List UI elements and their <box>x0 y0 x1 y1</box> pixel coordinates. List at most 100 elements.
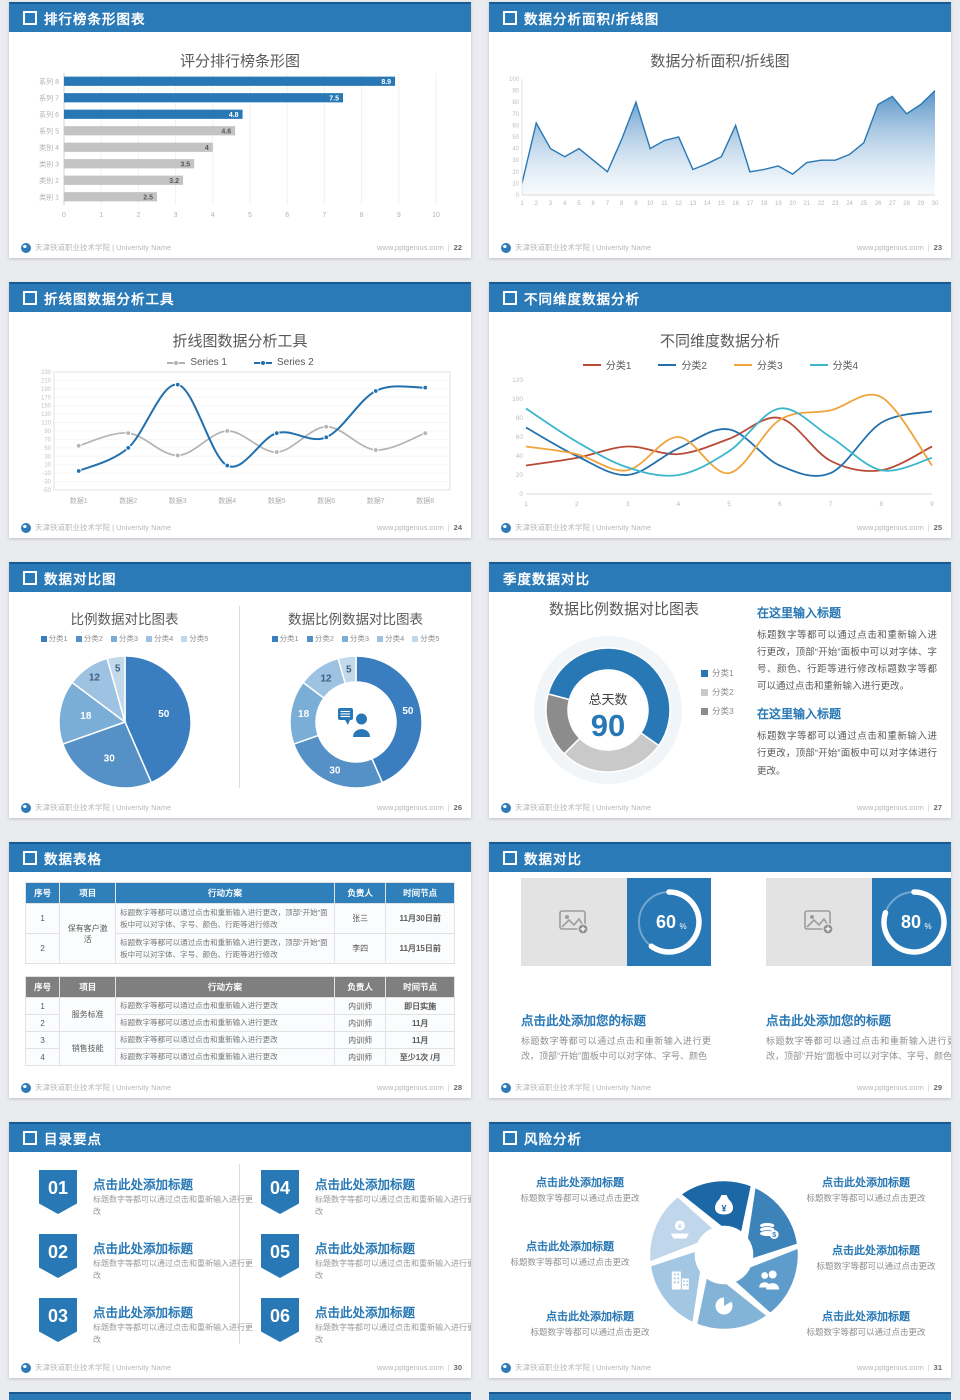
slide-header-title: 不同维度数据分析 <box>524 292 640 307</box>
x-tick-label: 2 <box>136 212 140 219</box>
x-tick-label: 5 <box>727 501 731 508</box>
table-cell: 即日实施 <box>385 997 455 1015</box>
website-url: www.pptgenius.com <box>857 803 924 812</box>
chart-title: 数据比例数据对比图表 <box>548 601 699 618</box>
x-tick-label: 12 <box>675 201 682 207</box>
risk-label: 点击此处添加标题 标题数字等都可以通过点击更改 <box>787 1174 945 1205</box>
square-bullet-icon <box>503 851 517 865</box>
risk-item-desc: 标题数字等都可以通过点击更改 <box>806 1193 926 1203</box>
slide-cell: 目录要点 01 点击此处添加标题 标题数字等都可以通过点击和重新输入进行更改 02 点击… <box>0 1120 480 1400</box>
table-cell: 销售技能 <box>59 1031 117 1066</box>
y-tick-label: 90 <box>44 429 51 435</box>
slice-value-label: 50 <box>402 706 414 717</box>
y-tick-label: 70 <box>512 112 519 118</box>
bar-category-label: 类别 1 <box>39 192 59 201</box>
bar-category-label: 类别 4 <box>39 143 59 152</box>
legend-swatch <box>75 635 82 642</box>
x-category-label: 数据8 <box>416 496 434 505</box>
y-tick-label: 80 <box>516 415 524 422</box>
legend-item: 分类3 <box>110 633 138 644</box>
square-bullet-icon <box>503 11 517 25</box>
slide-content: ¥ $ ¥ 点击此处添加标题 标题数字等都可以通过点击更改 点击此处添加标题 标题数字等都可… <box>489 1152 951 1358</box>
slice <box>105 655 126 723</box>
risk-item-title: 点击此处添加标题 <box>536 1177 624 1189</box>
toc-item-desc: 标题数字等都可以通过点击和重新输入进行更改 <box>315 1259 471 1280</box>
line-chart: 0 20 40 60 80 100 120 1 2 3 4 5 6 7 8 9 <box>512 377 934 508</box>
chart-title: 评分排行榜条形图 <box>179 53 300 70</box>
legend-marker-icon <box>809 363 828 366</box>
table-cell: 标题数字等都可以通过点击和重新输入进行更改 <box>115 1031 335 1049</box>
website-url: www.pptgenius.com <box>857 1363 924 1372</box>
donut-canvas: 50 30 18 12 5 <box>288 655 423 789</box>
website-url: www.pptgenius.com <box>377 1363 444 1372</box>
slide-cell: 不同维度数据分析 不同维度数据分析 分类1 分类2 分类3 分类4 0 20 40 60 80 10… <box>480 280 960 560</box>
chart-title: 折线图数据分析工具 <box>172 333 308 350</box>
x-tick-label: 1 <box>524 501 528 508</box>
slide-content: 比例数据对比图表 分类1 分类2 分类3 分类4 分类5 50 30 18 12 5 数据比例数据对比… <box>9 592 471 798</box>
page-number: 22 <box>453 243 462 252</box>
slide-footer: 天津铁道职业技术学院 | University Name www.pptgeni… <box>501 241 942 254</box>
divider <box>239 1164 240 1344</box>
x-tick-label: 9 <box>930 501 934 508</box>
bar <box>64 175 184 185</box>
chart-legend: 分类1 分类2 分类3 <box>701 660 734 724</box>
x-category-label: 数据6 <box>317 496 335 505</box>
data-point <box>75 468 82 474</box>
school-logo-icon <box>501 242 511 253</box>
slide-26: 数据对比图 比例数据对比图表 分类1 分类2 分类3 分类4 分类5 50 30 18 12 5 数据… <box>9 562 471 818</box>
slide-header-title: 折线图数据分析工具 <box>44 292 175 307</box>
bar-chart: 0 1 2 3 4 5 6 7 8 9 10 8.9 系列 8 7.5 系列 7 4.8 系列 6 4.6 系列 5… <box>39 73 440 219</box>
x-tick-label: 25 <box>860 201 867 207</box>
card-title: 点击此处添加您的标题 <box>766 1014 892 1028</box>
legend-swatch <box>306 635 313 642</box>
table-cell: 标题数字等都可以通过点击和重新输入进行更改，顶部“开始”面板中可以对字体、字号、… <box>115 903 335 934</box>
legend-label: 分类1 <box>279 634 299 643</box>
table-cell: 标题数字等都可以通过点击和重新输入进行更改 <box>115 1048 335 1066</box>
data-point <box>174 452 181 459</box>
risk-item-desc: 标题数字等都可以通过点击更改 <box>816 1261 936 1271</box>
table-header-row: 序号 项目 行动方案 负责人 时间节点 <box>24 882 455 904</box>
legend-item: 分类5 <box>181 633 208 644</box>
legend-label: Series 2 <box>277 357 314 368</box>
footer-separator: | <box>447 523 450 532</box>
ring-value <box>881 889 947 955</box>
y-tick-label: 100 <box>512 396 523 403</box>
card-body: 标题数字等都可以通过点击和重新输入进行更改，顶部“开始”面板中可以对字体、字号、… <box>766 1036 951 1062</box>
data-point <box>422 384 429 391</box>
person-chat-icon <box>337 708 370 737</box>
footer-separator: | <box>447 1083 450 1092</box>
slide-header: 排行榜条形图表 <box>9 2 471 32</box>
bar-value-label: 3.2 <box>169 178 179 185</box>
x-tick-label: 10 <box>432 212 440 219</box>
table-row: 1 服务标准 标题数字等都可以通过点击和重新输入进行更改 内训师 即日实施 <box>24 997 455 1032</box>
column-header: 行动方案 <box>115 882 335 904</box>
column-header: 序号 <box>24 976 61 998</box>
toc-number-badge: 02 <box>39 1234 77 1278</box>
slide-31: 风险分析 ¥ $ ¥ 点击此处添加标题 标题数字等都可以通过点击更改 点击此处添加标题 标题… <box>489 1122 951 1378</box>
x-tick-label: 14 <box>704 201 711 207</box>
legend-item: 分类2 <box>75 633 103 644</box>
x-tick-label: 9 <box>634 201 638 207</box>
chart-text: $ <box>772 1232 776 1239</box>
toc-item-title: 点击此处添加标题 <box>93 1178 194 1192</box>
pie-canvas: 50 30 18 12 5 <box>57 655 192 789</box>
slide-content: 评分排行榜条形图 0 1 2 3 4 5 6 7 8 9 10 8.9 系列 8 7.5 系列 7 4.8 系列 … <box>9 32 471 238</box>
school-name: 天津铁道职业技术学院 | University Name <box>515 1363 652 1372</box>
school-logo-icon <box>21 522 31 533</box>
risk-item-desc: 标题数字等都可以通过点击更改 <box>510 1257 630 1267</box>
footer-separator: | <box>927 803 930 812</box>
x-tick-label: 24 <box>846 201 853 207</box>
slide-cell: 排行榜条形图表 评分排行榜条形图 0 1 2 3 4 5 6 7 8 9 10 8.9 系列 8 7.5 系列… <box>0 0 480 280</box>
slide-cell: 数据表格 序号 项目 行动方案 负责人 时间节点 1 保有客户激活 标题数字等都可以通过点击和… <box>0 840 480 1120</box>
legend-item: 分类5 <box>412 633 439 644</box>
x-category-label: 数据4 <box>218 496 236 505</box>
x-tick-label: 29 <box>917 201 924 207</box>
image-placeholder-icon <box>804 910 834 935</box>
slice-value-label: 50 <box>158 709 170 720</box>
slide-footer: 天津铁道职业技术学院 | University Name www.pptgeni… <box>21 801 462 814</box>
x-tick-label: 4 <box>563 201 567 207</box>
toc-item-desc: 标题数字等都可以通过点击和重新输入进行更改 <box>315 1323 471 1344</box>
slide-cell: 季度数据对比 数据比例数据对比图表 总天数 90 分类1 分类2 分类3 在这里输入标题 标题… <box>480 560 960 840</box>
school-logo-icon <box>21 1082 31 1093</box>
legend-label: 分类1 <box>605 361 632 372</box>
